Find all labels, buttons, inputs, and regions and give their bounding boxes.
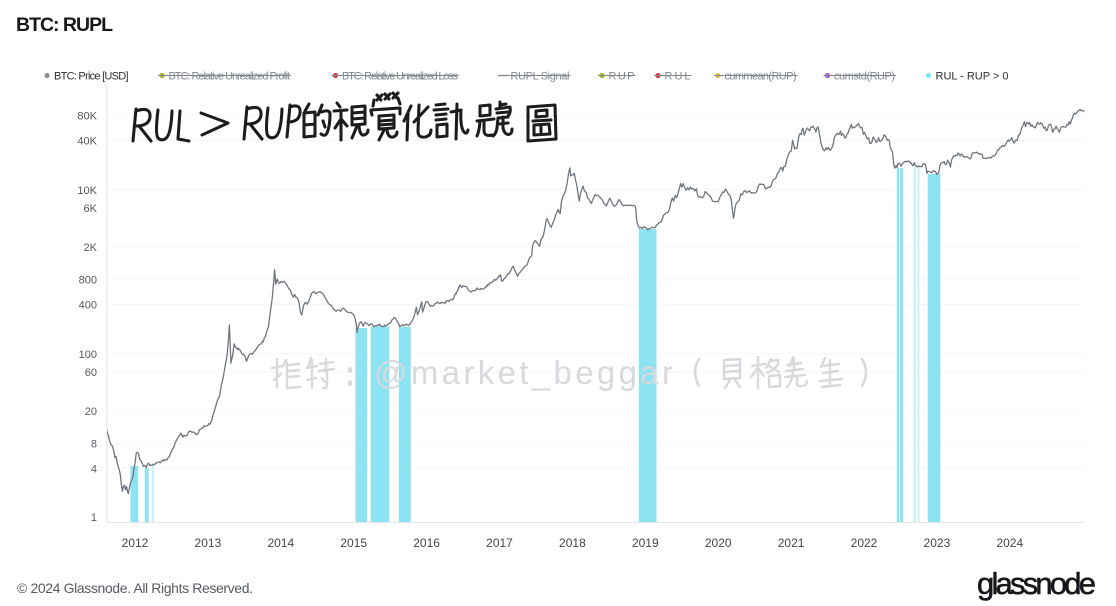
svg-text:RUL - RUP > 0: RUL - RUP > 0 xyxy=(936,71,1009,83)
svg-text:2015: 2015 xyxy=(340,536,367,550)
svg-text:10K: 10K xyxy=(77,185,97,197)
svg-text:2014: 2014 xyxy=(267,536,294,550)
svg-text:glassnode: glassnode xyxy=(977,566,1096,601)
svg-text:8: 8 xyxy=(91,439,97,451)
svg-text:2024: 2024 xyxy=(996,536,1023,550)
svg-text:4: 4 xyxy=(91,463,97,475)
svg-text:20: 20 xyxy=(85,406,97,418)
svg-text:2019: 2019 xyxy=(632,536,659,550)
svg-text:RUL: RUL xyxy=(665,71,691,83)
svg-text:2012: 2012 xyxy=(122,536,149,550)
svg-text:© 2024 Glassnode. All Rights R: © 2024 Glassnode. All Rights Reserved. xyxy=(17,580,253,596)
svg-text:6K: 6K xyxy=(84,203,98,215)
svg-text:BTC: Relative Unrealized Profi: BTC: Relative Unrealized Profit xyxy=(169,71,291,83)
svg-text:2017: 2017 xyxy=(486,536,513,550)
svg-text:2023: 2023 xyxy=(924,536,951,550)
svg-text:2021: 2021 xyxy=(778,536,805,550)
svg-text:2018: 2018 xyxy=(559,536,586,550)
svg-text:@market_beggar: @market_beggar xyxy=(374,354,673,391)
svg-text:BTC: Relative Unrealized Loss: BTC: Relative Unrealized Loss xyxy=(342,71,459,83)
svg-text:2022: 2022 xyxy=(851,536,878,550)
svg-text:100: 100 xyxy=(79,349,97,361)
svg-text:RUPL Signal: RUPL Signal xyxy=(511,71,570,83)
svg-text:1: 1 xyxy=(91,512,97,524)
svg-text:RUP: RUP xyxy=(609,71,635,83)
svg-text:2013: 2013 xyxy=(195,536,222,550)
svg-text:80K: 80K xyxy=(77,111,97,123)
svg-text:BTC: RUPL: BTC: RUPL xyxy=(16,14,113,36)
svg-text:2016: 2016 xyxy=(413,536,440,550)
svg-text:2K: 2K xyxy=(84,242,98,254)
svg-text:40K: 40K xyxy=(77,135,97,147)
svg-text:800: 800 xyxy=(79,275,97,287)
svg-text:400: 400 xyxy=(79,299,97,311)
svg-text:60: 60 xyxy=(85,367,97,379)
svg-text:cummean(RUP): cummean(RUP) xyxy=(725,71,797,83)
svg-text:BTC: Price [USD]: BTC: Price [USD] xyxy=(54,71,129,83)
svg-text:2020: 2020 xyxy=(705,536,732,550)
svg-text:cumstd(RUP): cumstd(RUP) xyxy=(834,71,895,83)
